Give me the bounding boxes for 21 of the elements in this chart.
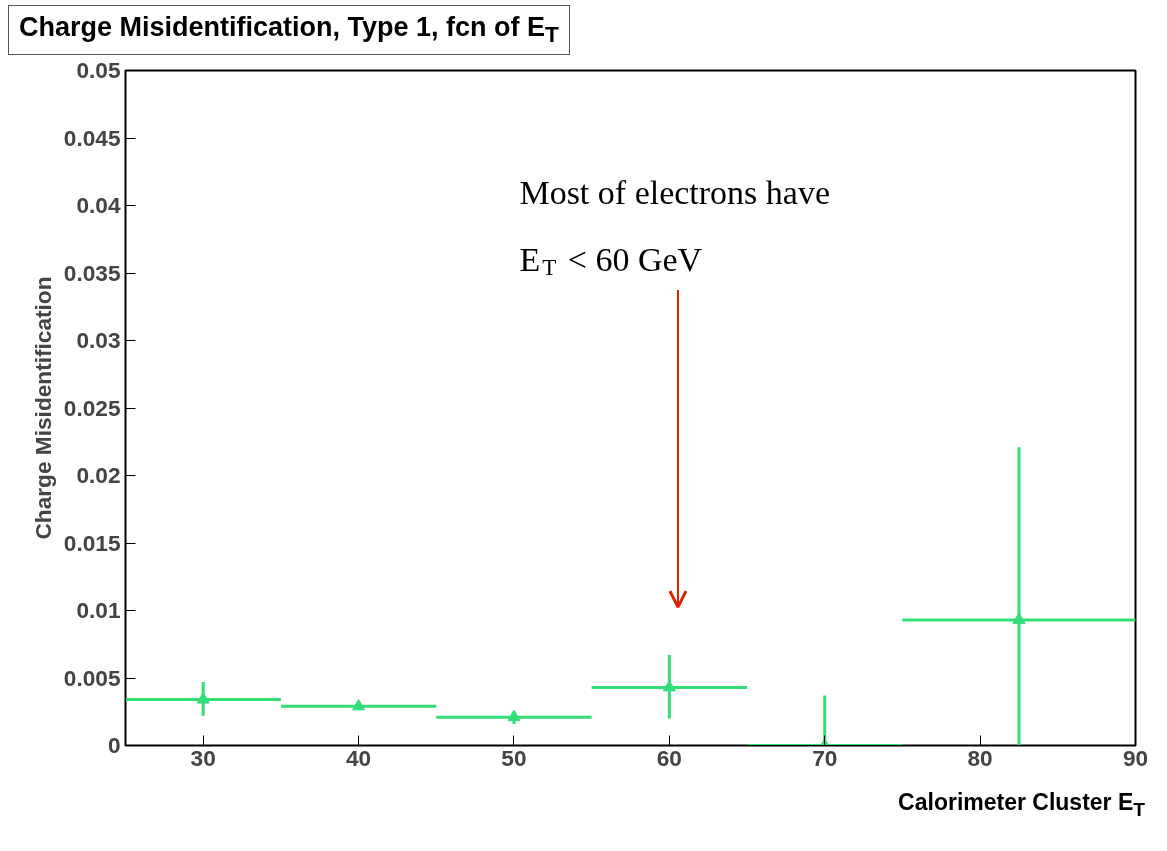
y-tick-label: 0.005 bbox=[63, 664, 121, 691]
y-tick-label: 0.025 bbox=[63, 394, 121, 421]
x-tick-label: 30 bbox=[190, 744, 216, 771]
x-tick-label: 80 bbox=[967, 744, 993, 771]
x-tick-label: 90 bbox=[1122, 744, 1149, 771]
x-tick-label: 40 bbox=[345, 744, 372, 771]
y-tick-label: 0.01 bbox=[76, 596, 121, 623]
y-tick-label: 0.045 bbox=[63, 124, 121, 151]
y-tick-label: 0.035 bbox=[63, 259, 121, 286]
y-tick-label: 0.015 bbox=[63, 529, 121, 556]
y-tick-label: 0.03 bbox=[76, 326, 121, 353]
y-tick-label: 0.04 bbox=[76, 191, 121, 218]
chart-title: Charge Misidentification, Type 1, fcn of E$_{T}$ bbox=[19, 11, 559, 50]
y-tick-label: 0.05 bbox=[76, 56, 121, 83]
x-axis-title: Calorimeter Cluster E$_{T}$ bbox=[898, 787, 1145, 822]
x-tick-label: 50 bbox=[501, 744, 527, 771]
y-tick-label: 0 bbox=[107, 731, 121, 758]
y-tick-label: 0.02 bbox=[76, 461, 121, 488]
x-tick-label: 70 bbox=[812, 744, 838, 771]
x-tick-label: 60 bbox=[656, 744, 682, 771]
y-axis-title: Charge Misidentification bbox=[29, 275, 56, 540]
